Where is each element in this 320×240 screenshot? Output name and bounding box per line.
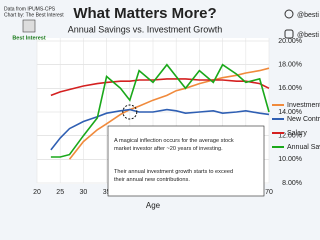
y2-tick-label: 12.00% [278,133,302,140]
y2-tick-label: 20.00% [278,38,302,45]
handle: @besti [297,32,319,39]
logo-icon [22,19,36,33]
x-axis-label: Age [146,201,161,210]
credit: Chart by: The Best Interest [4,12,64,18]
highlight-circle [122,104,138,120]
annotation-line: A magical inflection occurs for the aver… [114,138,234,144]
chart-subtitle: Annual Savings vs. Investment Growth [68,24,223,34]
annotation-text: Their annual investment growth starts to… [114,169,233,183]
x-tick-label: 25 [56,189,64,196]
y2-tick-label: 16.00% [278,85,302,92]
y2-tick-label: 10.00% [278,156,302,163]
annotation-text: A magical inflection occurs for the aver… [114,138,234,152]
annotation-box [107,125,265,197]
annotation-line: their annual new contributions. [114,177,190,183]
chart: What Matters More? Annual Savings vs. In… [4,4,320,211]
source: Data from IPUMS-CPS [4,6,56,12]
legend-label: Salary [287,130,307,137]
twitter-icon [284,9,294,19]
x-tick-label: 35 [103,189,111,196]
legend-label: Investment [287,102,320,109]
instagram-icon [284,29,294,39]
x-tick-label: 20 [33,189,41,196]
annotation-line: market investor after ~20 years of inves… [114,146,223,152]
x-tick-label: 70 [265,189,273,196]
chart-title: What Matters More? [73,5,216,22]
logo-text: Best Interest [12,35,45,41]
legend-label: Annual Sav [287,144,320,151]
legend-label: New Contri [287,116,320,123]
y2-tick-label: 14.00% [278,109,302,116]
series-line [50,108,270,151]
handle: @besti [297,12,319,19]
series-line [50,63,270,158]
series-line [50,78,270,97]
x-tick-label: 30 [80,189,88,196]
y2-tick-label: 8.00% [282,180,302,187]
annotation-line: Their annual investment growth starts to… [114,169,233,175]
y2-tick-label: 18.00% [278,62,302,69]
